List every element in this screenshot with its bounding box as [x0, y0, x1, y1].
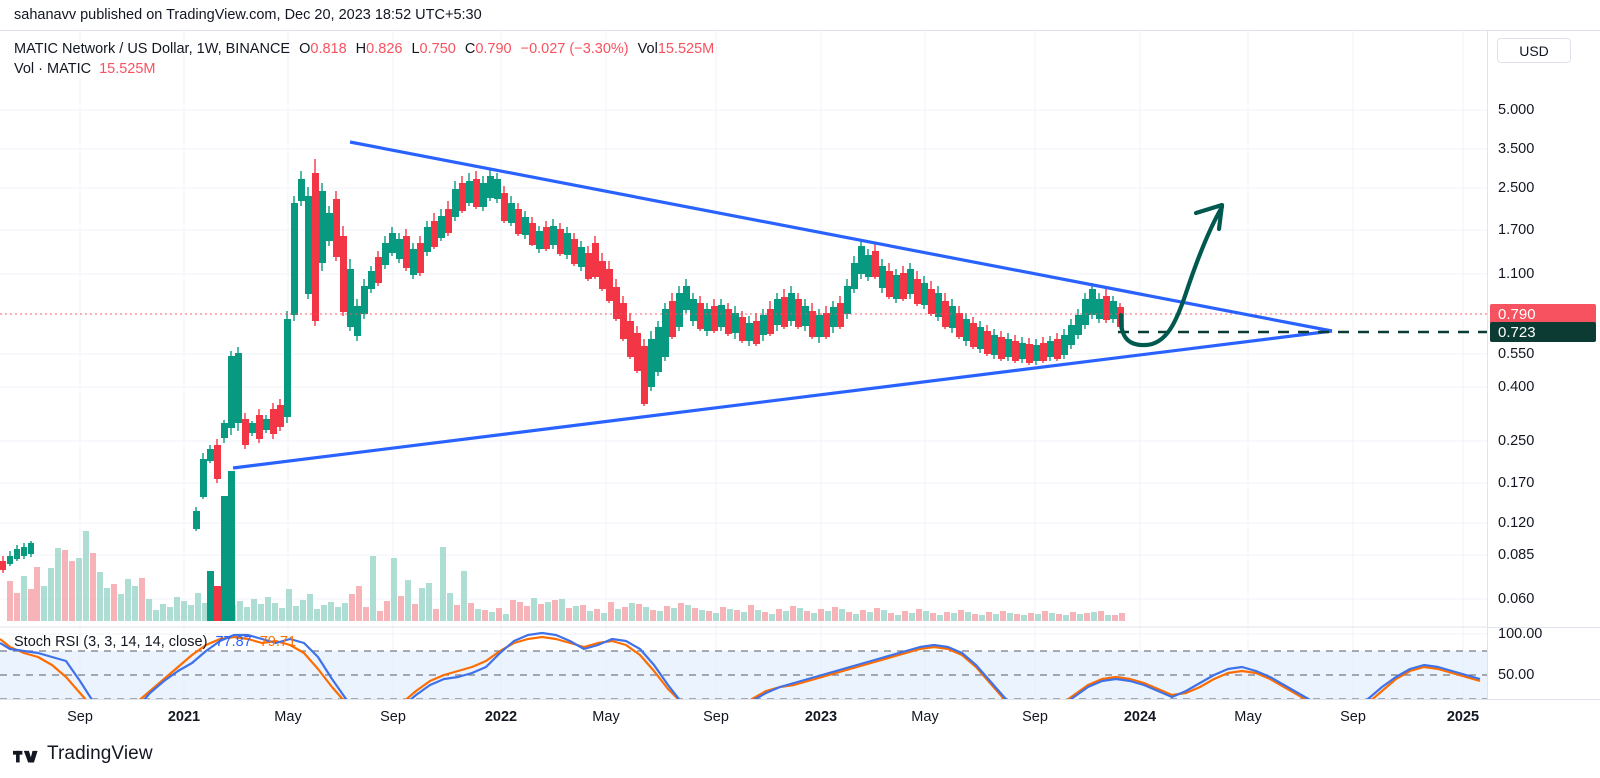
time-tick: Sep [67, 709, 93, 725]
time-tick: 2021 [167, 709, 201, 725]
time-tick: Sep [1022, 709, 1048, 725]
arrow-head [1193, 202, 1225, 232]
time-tick: 2025 [1446, 709, 1480, 725]
lower-trendline[interactable] [232, 329, 1333, 470]
publish-text: sahanavv published on TradingView.com, D… [14, 7, 482, 23]
publish-info-bar: sahanavv published on TradingView.com, D… [0, 0, 1600, 30]
breakout-arrow[interactable] [1118, 202, 1225, 348]
price-tick: 1.700 [1498, 222, 1535, 238]
chart-plot-area[interactable]: MATIC Network / US Dollar, 1W, BINANCE O0… [0, 31, 1487, 699]
price-tick: 0.170 [1498, 475, 1535, 491]
price-tick: 5.000 [1498, 102, 1535, 118]
price-tick: 1.100 [1498, 266, 1535, 282]
price-tick: 3.500 [1498, 141, 1535, 157]
stoch-rsi-k-line [0, 631, 1481, 699]
time-tick: Sep [703, 709, 729, 725]
stoch-rsi-pane[interactable] [0, 626, 1487, 699]
symmetrical-triangle-trendlines[interactable] [232, 140, 1333, 470]
osc-tick: 100.00 [1498, 626, 1543, 642]
price-tick: 0.085 [1498, 547, 1535, 563]
price-tick: 0.550 [1498, 346, 1535, 362]
chart-frame: MATIC Network / US Dollar, 1W, BINANCE O0… [0, 30, 1600, 731]
price-tick: 2.500 [1498, 180, 1535, 196]
tradingview-logo-icon [13, 750, 38, 762]
axis-pane-divider [1488, 627, 1600, 628]
time-axis[interactable]: Sep 2021 May Sep 2022 May Sep 2023 May S… [0, 699, 1600, 731]
target-price-tag[interactable]: 0.723 [1490, 322, 1596, 342]
time-tick: 2023 [804, 709, 838, 725]
osc-level-lines [0, 650, 1487, 699]
time-tick: 2022 [484, 709, 518, 725]
time-tick: May [592, 709, 620, 725]
time-tick: Sep [1340, 709, 1366, 725]
price-tick: 0.060 [1498, 591, 1535, 607]
time-tick: 2024 [1123, 709, 1157, 725]
stoch-rsi-d-line [0, 635, 1481, 699]
volume-histogram [7, 471, 1125, 621]
price-tick: 0.120 [1498, 515, 1535, 531]
time-tick: May [274, 709, 302, 725]
price-tick: 0.250 [1498, 433, 1535, 449]
time-tick: May [1234, 709, 1262, 725]
candlestick-series [0, 159, 1124, 573]
footer-branding: TradingView [0, 730, 1600, 778]
price-axis[interactable]: USD 5.000 3.500 2.500 1.700 1.100 0.550 … [1487, 31, 1600, 723]
chart-canvas [0, 31, 1487, 699]
osc-tick: 50.00 [1498, 667, 1535, 683]
upper-trendline[interactable] [349, 140, 1333, 333]
time-tick: Sep [380, 709, 406, 725]
price-tick: 0.400 [1498, 379, 1535, 395]
arrow-curve [1118, 204, 1225, 348]
price-gridlines [0, 109, 1487, 600]
tradingview-brand-text: TradingView [47, 743, 153, 764]
currency-badge[interactable]: USD [1497, 38, 1571, 63]
last-price-tag[interactable]: 0.790 [1490, 304, 1596, 324]
time-tick: May [911, 709, 939, 725]
